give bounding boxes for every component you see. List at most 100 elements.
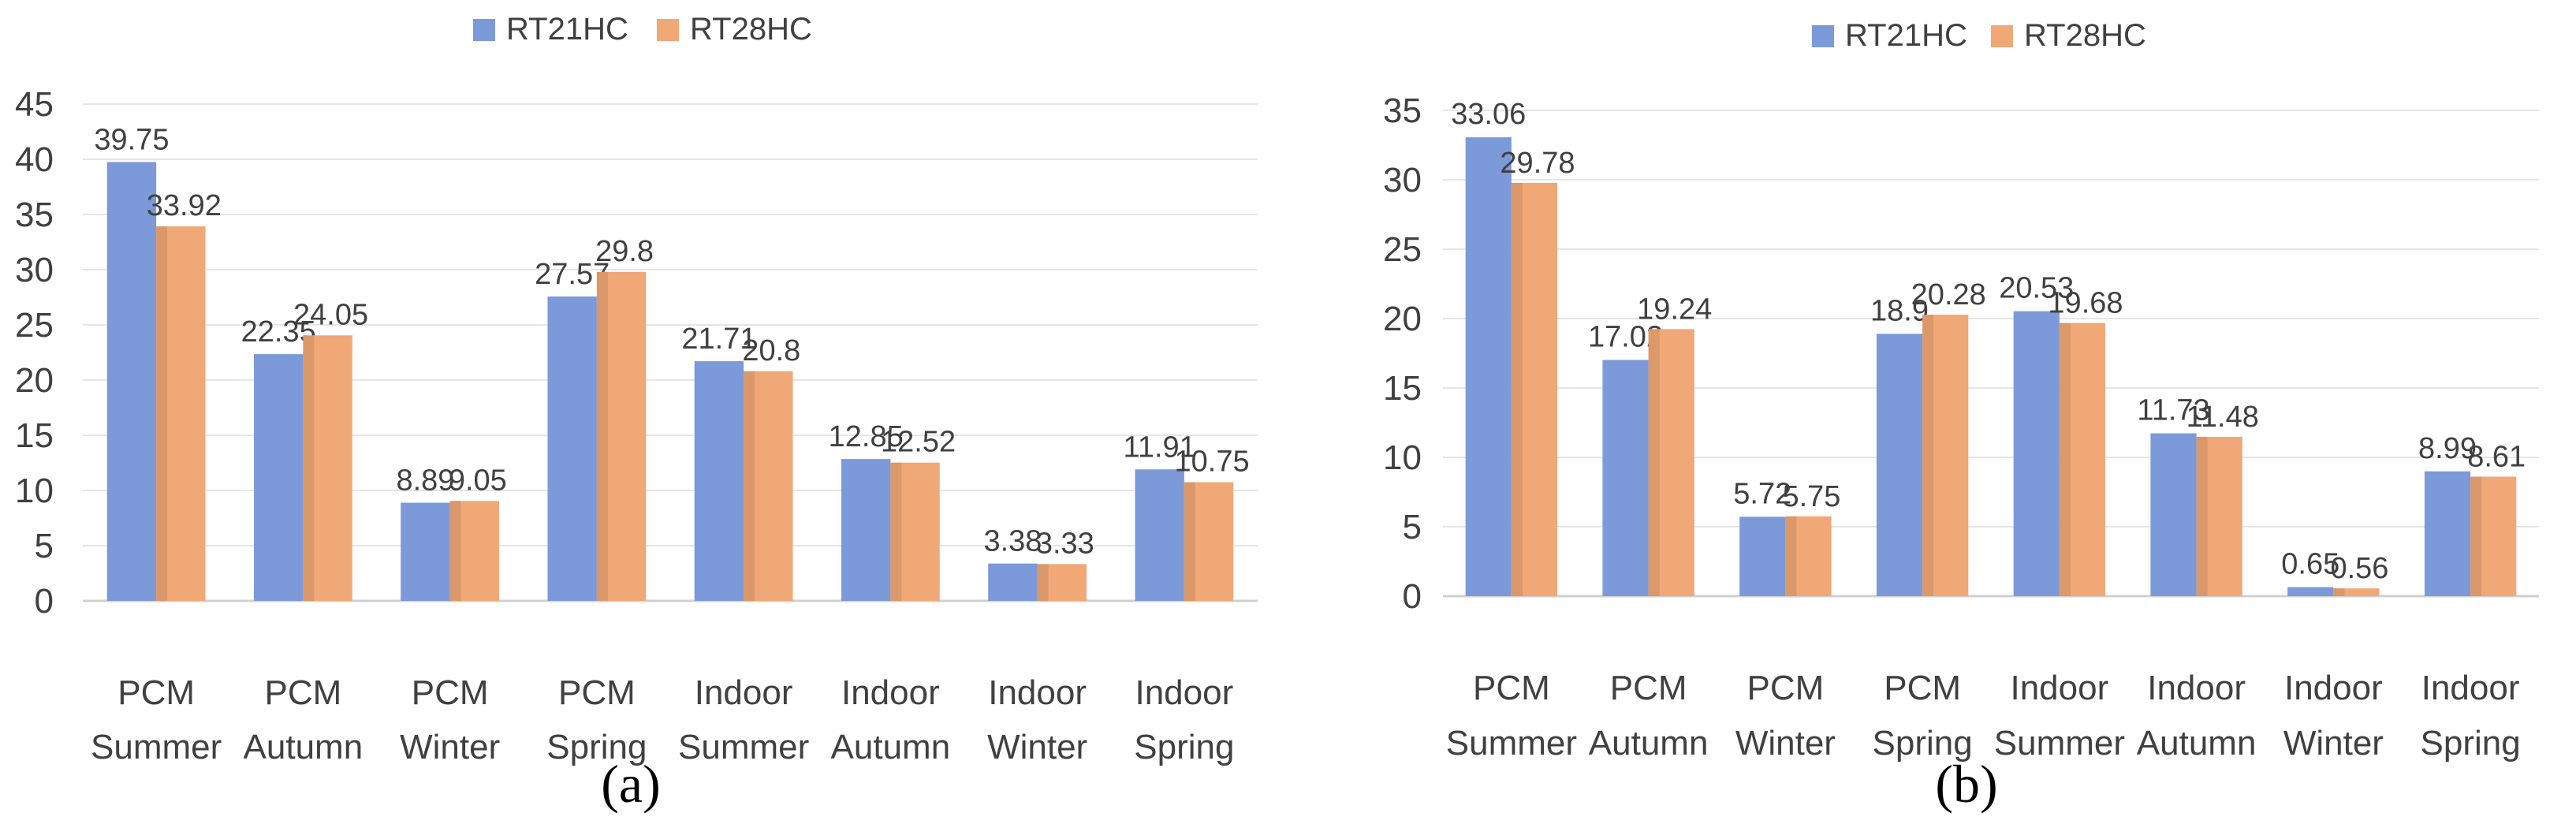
data-label: 12.85 — [829, 420, 904, 453]
y-tick-label: 35 — [1383, 91, 1422, 130]
data-label: 19.68 — [2048, 287, 2123, 320]
bar-shadow — [1037, 564, 1049, 601]
data-label: 20.53 — [1999, 272, 2074, 305]
y-tick-label: 0 — [35, 582, 54, 621]
y-tick-label: 5 — [35, 527, 54, 565]
x-tick-label: Indoor — [1135, 673, 1233, 712]
x-tick-label: Summer — [1446, 724, 1577, 763]
data-label: 5.72 — [1733, 477, 1791, 510]
x-tick-label: Spring — [1873, 724, 1973, 763]
y-tick-label: 20 — [15, 361, 54, 400]
bar-shadow — [1184, 482, 1195, 601]
bar-shadow — [1785, 516, 1797, 596]
bar-rt21hc — [1465, 137, 1512, 597]
legend-swatch-rt28hc — [657, 19, 679, 41]
x-tick-label: Indoor — [2147, 669, 2246, 707]
data-label: 33.92 — [147, 189, 222, 222]
data-label: 39.75 — [94, 124, 169, 157]
data-label: 19.24 — [1637, 293, 1712, 326]
data-label: 11.91 — [1124, 431, 1196, 464]
y-tick-label: 0 — [1403, 577, 1422, 616]
bar-rt21hc — [2424, 471, 2471, 596]
bar-shadow — [2333, 588, 2345, 596]
data-label: 20.8 — [742, 334, 800, 367]
data-label: 8.99 — [2418, 432, 2477, 465]
y-tick-label: 45 — [15, 85, 54, 124]
bar-shadow — [1922, 315, 1934, 596]
bar-rt21hc — [2150, 433, 2197, 596]
x-tick-label: Indoor — [841, 673, 940, 712]
bar-shadow — [303, 335, 315, 601]
x-tick-label: Winter — [400, 728, 500, 766]
data-label: 12.52 — [881, 426, 956, 459]
y-tick-label: 35 — [15, 196, 54, 234]
x-tick-label: Summer — [678, 728, 809, 766]
legend-swatch-rt28hc — [1991, 25, 2013, 47]
data-label: 3.38 — [983, 525, 1042, 558]
legend-swatch-rt21hc — [1812, 25, 1834, 47]
bar-rt21hc — [694, 361, 744, 601]
x-tick-label: Autumn — [831, 728, 951, 766]
x-tick-label: Autumn — [2137, 724, 2257, 763]
panel-label-a: (a) — [601, 754, 661, 814]
chart-panel-b: 0 5 10 15 20 25 30 35 RT21HC RT28HC PCM Summer 33.06… — [1383, 18, 2539, 763]
y-tick-label: 15 — [1383, 369, 1422, 408]
bar-rt21hc — [988, 563, 1038, 601]
x-tick-label: Autumn — [1589, 724, 1709, 763]
x-tick-label: Autumn — [244, 728, 363, 766]
bar-shadow — [156, 226, 168, 601]
data-label: 18.9 — [1870, 294, 1929, 327]
x-tick-label: Spring — [2421, 724, 2521, 763]
y-tick-label: 25 — [1383, 230, 1422, 269]
data-label: 24.05 — [293, 298, 368, 331]
data-label: 11.73 — [2137, 394, 2209, 427]
x-tick-label: Summer — [91, 728, 222, 766]
bar-rt21hc — [1135, 469, 1184, 601]
bar-rt21hc — [1602, 360, 1649, 596]
data-label: 29.8 — [595, 235, 654, 268]
x-tick-label: PCM — [1473, 669, 1550, 707]
panel-label-b: (b) — [1935, 754, 1998, 814]
x-tick-label: Indoor — [695, 673, 793, 712]
x-tick-label: Spring — [546, 728, 647, 766]
bar-shadow — [1648, 329, 1660, 596]
data-label: 20.28 — [1911, 278, 1986, 311]
bar-rt21hc — [2287, 587, 2334, 596]
bar-rt21hc — [2013, 311, 2060, 596]
x-tick-label: Spring — [1134, 728, 1234, 766]
y-tick-label: 15 — [15, 416, 54, 455]
bar-rt21hc — [253, 354, 304, 601]
bar-rt21hc — [106, 162, 157, 601]
bar-shadow — [2196, 436, 2208, 596]
data-label: 3.33 — [1036, 527, 1094, 560]
data-label: 0.56 — [2330, 552, 2388, 585]
legend-label-rt28hc: RT28HC — [2024, 18, 2146, 53]
data-label: 33.06 — [1451, 98, 1526, 131]
bar-rt21hc — [1876, 334, 1923, 596]
bar-shadow — [2059, 323, 2071, 596]
bar-rt21hc — [401, 502, 450, 601]
chart-panel-a: 0 5 10 15 20 25 30 35 40 45 RT21HC RT28HC PCM Summer 3… — [15, 12, 1258, 766]
y-tick-label: 30 — [1383, 161, 1422, 199]
x-tick-label: PCM — [558, 673, 636, 712]
y-tick-label: 40 — [15, 140, 54, 179]
x-tick-label: Winter — [987, 728, 1087, 766]
y-tick-label: 10 — [15, 472, 54, 510]
x-tick-label: PCM — [1610, 669, 1687, 707]
bar-shadow — [890, 462, 902, 601]
bar-rt21hc — [841, 459, 891, 601]
x-tick-label: Indoor — [988, 673, 1087, 712]
y-tick-label: 25 — [15, 306, 54, 345]
bar-rt28hc — [2333, 588, 2380, 596]
legend-label-rt28hc: RT28HC — [690, 12, 812, 47]
x-tick-label: Winter — [2283, 724, 2384, 763]
x-tick-label: Indoor — [2010, 669, 2108, 707]
x-tick-label: PCM — [117, 673, 195, 712]
x-tick-label: PCM — [1884, 669, 1961, 707]
data-label: 29.78 — [1500, 147, 1575, 180]
y-tick-label: 20 — [1383, 300, 1422, 338]
bar-rt21hc — [547, 296, 597, 601]
x-tick-label: PCM — [264, 673, 341, 712]
data-label: 9.05 — [449, 464, 507, 497]
bar-rt21hc — [1739, 516, 1786, 596]
